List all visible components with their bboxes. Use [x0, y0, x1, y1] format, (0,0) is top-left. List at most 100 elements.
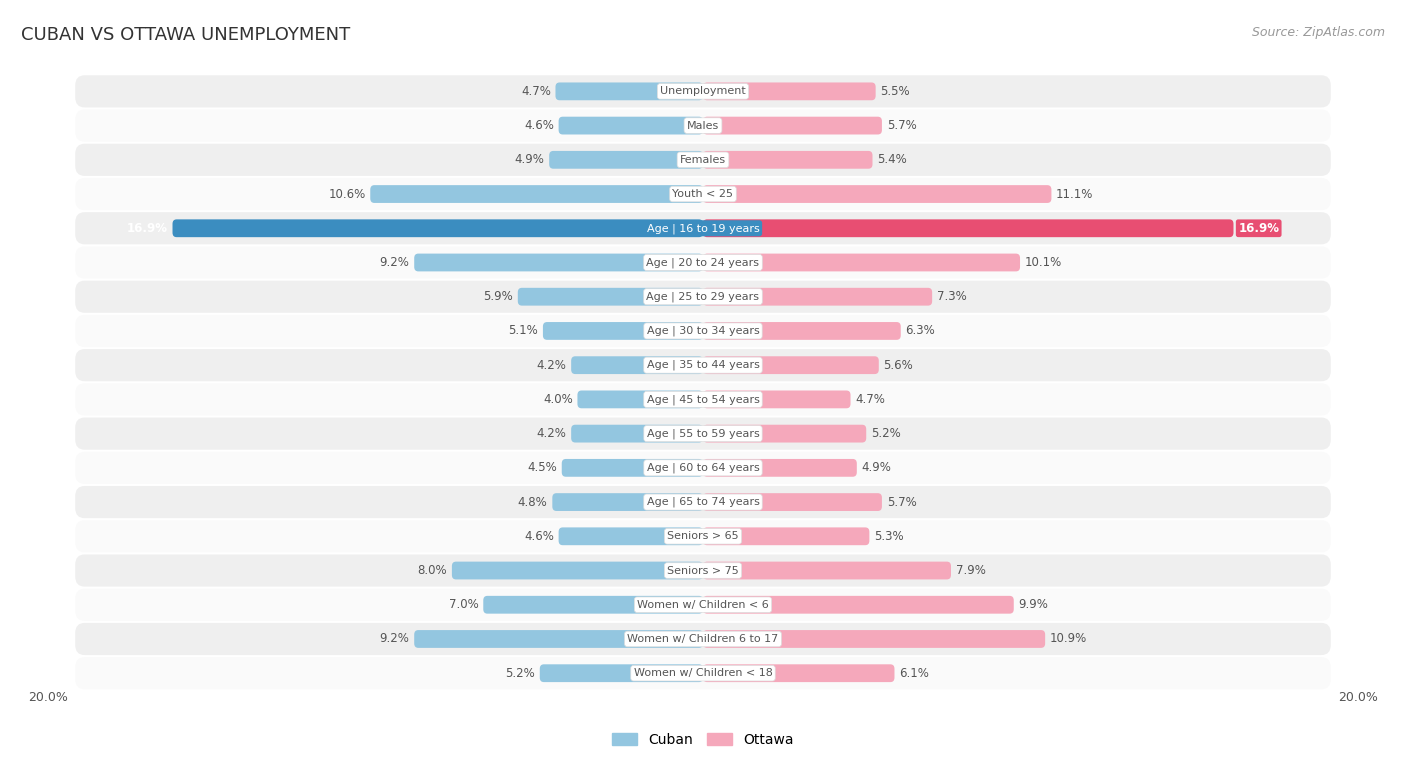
- FancyBboxPatch shape: [571, 425, 703, 443]
- Text: 4.8%: 4.8%: [517, 496, 547, 509]
- Text: Seniors > 65: Seniors > 65: [668, 531, 738, 541]
- FancyBboxPatch shape: [75, 657, 1331, 690]
- Text: 4.5%: 4.5%: [527, 461, 557, 475]
- Text: Women w/ Children < 6: Women w/ Children < 6: [637, 600, 769, 609]
- Text: 5.2%: 5.2%: [505, 667, 536, 680]
- Text: 20.0%: 20.0%: [28, 691, 67, 704]
- FancyBboxPatch shape: [703, 665, 894, 682]
- FancyBboxPatch shape: [543, 322, 703, 340]
- FancyBboxPatch shape: [75, 315, 1331, 347]
- FancyBboxPatch shape: [484, 596, 703, 614]
- FancyBboxPatch shape: [415, 254, 703, 272]
- FancyBboxPatch shape: [703, 322, 901, 340]
- FancyBboxPatch shape: [75, 554, 1331, 587]
- Text: 5.1%: 5.1%: [509, 325, 538, 338]
- Text: 5.9%: 5.9%: [484, 290, 513, 304]
- Text: Women w/ Children 6 to 17: Women w/ Children 6 to 17: [627, 634, 779, 644]
- FancyBboxPatch shape: [415, 630, 703, 648]
- Text: 9.2%: 9.2%: [380, 633, 409, 646]
- Text: 4.2%: 4.2%: [537, 359, 567, 372]
- Text: Males: Males: [688, 120, 718, 131]
- Text: 16.9%: 16.9%: [127, 222, 167, 235]
- Legend: Cuban, Ottawa: Cuban, Ottawa: [607, 727, 799, 752]
- FancyBboxPatch shape: [703, 357, 879, 374]
- FancyBboxPatch shape: [703, 630, 1045, 648]
- FancyBboxPatch shape: [540, 665, 703, 682]
- Text: Age | 25 to 29 years: Age | 25 to 29 years: [647, 291, 759, 302]
- Text: Age | 45 to 54 years: Age | 45 to 54 years: [647, 394, 759, 405]
- FancyBboxPatch shape: [703, 493, 882, 511]
- Text: 9.2%: 9.2%: [380, 256, 409, 269]
- Text: 6.3%: 6.3%: [905, 325, 935, 338]
- Text: 4.7%: 4.7%: [855, 393, 886, 406]
- Text: 20.0%: 20.0%: [1339, 691, 1378, 704]
- Text: Seniors > 75: Seniors > 75: [666, 565, 740, 575]
- Text: 10.9%: 10.9%: [1050, 633, 1087, 646]
- Text: 5.3%: 5.3%: [875, 530, 904, 543]
- FancyBboxPatch shape: [75, 75, 1331, 107]
- Text: 10.1%: 10.1%: [1025, 256, 1062, 269]
- Text: 11.1%: 11.1%: [1056, 188, 1094, 201]
- Text: 10.6%: 10.6%: [329, 188, 366, 201]
- Text: Age | 55 to 59 years: Age | 55 to 59 years: [647, 428, 759, 439]
- FancyBboxPatch shape: [703, 288, 932, 306]
- Text: Age | 65 to 74 years: Age | 65 to 74 years: [647, 497, 759, 507]
- Text: Unemployment: Unemployment: [661, 86, 745, 96]
- FancyBboxPatch shape: [703, 185, 1052, 203]
- Text: 6.1%: 6.1%: [900, 667, 929, 680]
- FancyBboxPatch shape: [562, 459, 703, 477]
- Text: 4.7%: 4.7%: [520, 85, 551, 98]
- Text: 4.9%: 4.9%: [862, 461, 891, 475]
- FancyBboxPatch shape: [75, 383, 1331, 416]
- Text: 5.2%: 5.2%: [870, 427, 901, 440]
- FancyBboxPatch shape: [571, 357, 703, 374]
- FancyBboxPatch shape: [703, 83, 876, 100]
- FancyBboxPatch shape: [703, 425, 866, 443]
- FancyBboxPatch shape: [75, 349, 1331, 382]
- FancyBboxPatch shape: [703, 562, 950, 579]
- Text: 8.0%: 8.0%: [418, 564, 447, 577]
- FancyBboxPatch shape: [703, 254, 1019, 272]
- Text: 5.7%: 5.7%: [887, 496, 917, 509]
- Text: Age | 16 to 19 years: Age | 16 to 19 years: [647, 223, 759, 233]
- Text: 7.9%: 7.9%: [956, 564, 986, 577]
- Text: 4.2%: 4.2%: [537, 427, 567, 440]
- Text: 5.7%: 5.7%: [887, 119, 917, 132]
- FancyBboxPatch shape: [370, 185, 703, 203]
- Text: 4.6%: 4.6%: [524, 530, 554, 543]
- FancyBboxPatch shape: [555, 83, 703, 100]
- Text: 5.5%: 5.5%: [880, 85, 910, 98]
- Text: 9.9%: 9.9%: [1018, 598, 1049, 611]
- FancyBboxPatch shape: [75, 589, 1331, 621]
- FancyBboxPatch shape: [451, 562, 703, 579]
- FancyBboxPatch shape: [75, 212, 1331, 245]
- Text: 4.9%: 4.9%: [515, 154, 544, 167]
- FancyBboxPatch shape: [75, 281, 1331, 313]
- Text: Age | 20 to 24 years: Age | 20 to 24 years: [647, 257, 759, 268]
- FancyBboxPatch shape: [703, 220, 1233, 237]
- FancyBboxPatch shape: [75, 486, 1331, 518]
- Text: Youth < 25: Youth < 25: [672, 189, 734, 199]
- FancyBboxPatch shape: [703, 117, 882, 135]
- FancyBboxPatch shape: [703, 528, 869, 545]
- FancyBboxPatch shape: [75, 144, 1331, 176]
- Text: CUBAN VS OTTAWA UNEMPLOYMENT: CUBAN VS OTTAWA UNEMPLOYMENT: [21, 26, 350, 45]
- Text: 5.6%: 5.6%: [883, 359, 914, 372]
- Text: 16.9%: 16.9%: [1239, 222, 1279, 235]
- FancyBboxPatch shape: [75, 452, 1331, 484]
- Text: Age | 30 to 34 years: Age | 30 to 34 years: [647, 326, 759, 336]
- FancyBboxPatch shape: [517, 288, 703, 306]
- Text: 4.6%: 4.6%: [524, 119, 554, 132]
- FancyBboxPatch shape: [703, 151, 873, 169]
- FancyBboxPatch shape: [578, 391, 703, 408]
- FancyBboxPatch shape: [553, 493, 703, 511]
- FancyBboxPatch shape: [173, 220, 703, 237]
- FancyBboxPatch shape: [75, 178, 1331, 210]
- FancyBboxPatch shape: [703, 459, 856, 477]
- Text: 7.0%: 7.0%: [449, 598, 478, 611]
- FancyBboxPatch shape: [558, 117, 703, 135]
- Text: Age | 35 to 44 years: Age | 35 to 44 years: [647, 360, 759, 370]
- Text: 5.4%: 5.4%: [877, 154, 907, 167]
- Text: Age | 60 to 64 years: Age | 60 to 64 years: [647, 463, 759, 473]
- Text: 7.3%: 7.3%: [936, 290, 966, 304]
